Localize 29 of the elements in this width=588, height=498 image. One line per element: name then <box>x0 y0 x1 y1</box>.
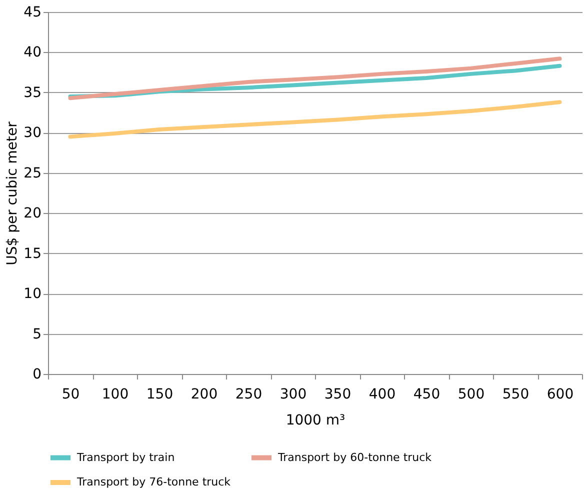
legend-label: Transport by train <box>76 450 175 464</box>
x-tick-label: 100 <box>102 386 129 402</box>
y-tick-label: 20 <box>24 206 42 222</box>
x-tick-label: 500 <box>458 386 485 402</box>
y-tick-label: 35 <box>24 84 42 101</box>
line-series <box>68 56 562 100</box>
x-axis-title: 1000 m³ <box>286 412 346 428</box>
x-tick-label: 300 <box>280 386 307 402</box>
y-tick-label: 0 <box>32 366 42 382</box>
x-tick-label: 400 <box>368 386 396 402</box>
y-tick-label: 40 <box>24 44 42 61</box>
x-tick-label: 250 <box>235 386 262 402</box>
y-tick-label: 45 <box>24 4 42 20</box>
y-tick-label: 10 <box>24 286 42 302</box>
y-tick-label: 15 <box>24 246 42 262</box>
y-tick-label: 25 <box>24 165 42 182</box>
x-tick-label: 150 <box>146 386 174 402</box>
x-tick-label: 350 <box>324 386 352 402</box>
x-tick-label: 450 <box>413 386 440 402</box>
y-tick-label: 5 <box>32 326 42 342</box>
y-axis-title: US$ per cubic meter <box>4 121 21 266</box>
legend-label: Transport by 60-tonne truck <box>277 450 432 464</box>
line-series <box>68 100 562 139</box>
x-tick-label: 600 <box>546 386 574 402</box>
legend-label: Transport by 76-tonne truck <box>76 476 232 488</box>
x-tick-label: 200 <box>190 386 218 402</box>
x-tick-label: 50 <box>62 386 80 402</box>
x-tick-label: 550 <box>502 386 530 402</box>
y-tick-label: 30 <box>24 125 42 142</box>
